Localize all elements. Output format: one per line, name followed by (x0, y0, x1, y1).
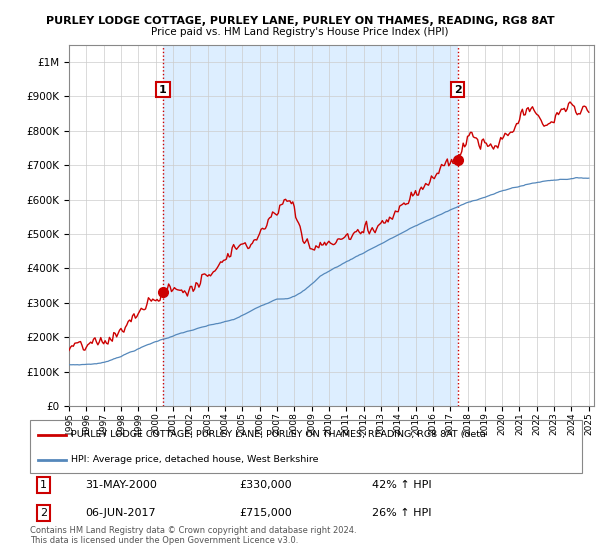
Text: 42% ↑ HPI: 42% ↑ HPI (372, 480, 432, 490)
Text: PURLEY LODGE COTTAGE, PURLEY LANE, PURLEY ON THAMES, READING, RG8 8AT: PURLEY LODGE COTTAGE, PURLEY LANE, PURLE… (46, 16, 554, 26)
Text: This data is licensed under the Open Government Licence v3.0.: This data is licensed under the Open Gov… (30, 536, 298, 545)
Text: £715,000: £715,000 (240, 508, 293, 518)
Text: Contains HM Land Registry data © Crown copyright and database right 2024.: Contains HM Land Registry data © Crown c… (30, 526, 356, 535)
Text: 26% ↑ HPI: 26% ↑ HPI (372, 508, 432, 518)
Text: 06-JUN-2017: 06-JUN-2017 (85, 508, 156, 518)
Text: 31-MAY-2000: 31-MAY-2000 (85, 480, 157, 490)
Text: £330,000: £330,000 (240, 480, 292, 490)
Text: 2: 2 (40, 508, 47, 518)
Text: HPI: Average price, detached house, West Berkshire: HPI: Average price, detached house, West… (71, 455, 319, 464)
Text: PURLEY LODGE COTTAGE, PURLEY LANE, PURLEY ON THAMES, READING, RG8 8AT (deta: PURLEY LODGE COTTAGE, PURLEY LANE, PURLE… (71, 431, 486, 440)
Text: Price paid vs. HM Land Registry's House Price Index (HPI): Price paid vs. HM Land Registry's House … (151, 27, 449, 37)
Text: 2: 2 (454, 85, 461, 95)
Text: 1: 1 (40, 480, 47, 490)
Bar (163, 45, 458, 406)
Text: 1: 1 (159, 85, 167, 95)
